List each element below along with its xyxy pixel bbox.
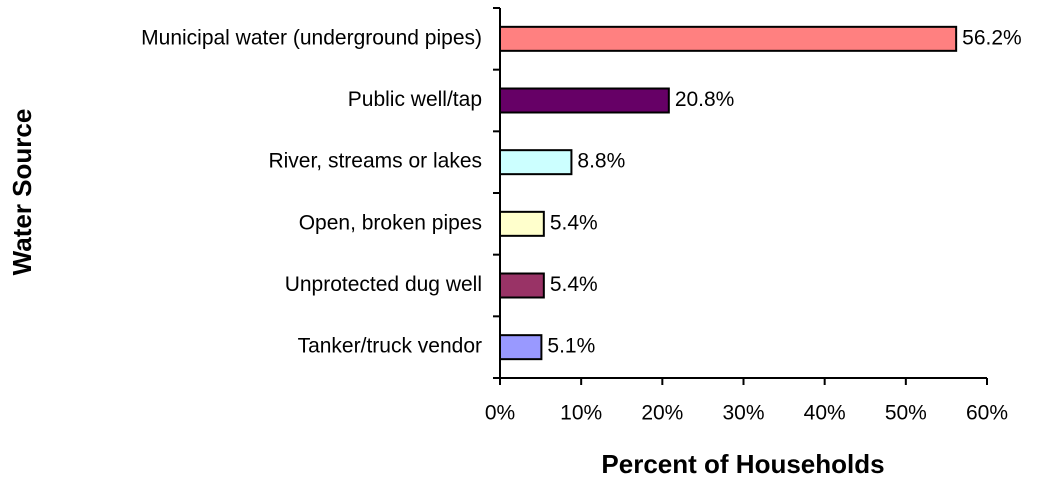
x-tick-label: 30% — [722, 402, 764, 425]
y-tick-label: River, streams or lakes — [268, 150, 482, 173]
x-tick-label: 60% — [966, 402, 1008, 425]
x-tick-label: 0% — [485, 402, 515, 425]
x-tick-label: 20% — [641, 402, 683, 425]
x-axis-title: Percent of Households — [601, 449, 884, 479]
bar — [499, 272, 545, 299]
bar — [499, 334, 543, 361]
bar — [499, 210, 545, 237]
x-tick-label: 40% — [804, 402, 846, 425]
y-tick-label: Unprotected dug well — [285, 273, 482, 296]
value-label: 5.4% — [550, 211, 598, 234]
x-tick-label: 10% — [560, 402, 602, 425]
y-tick-label: Municipal water (underground pipes) — [141, 26, 482, 49]
value-label: 20.8% — [675, 88, 735, 111]
y-tick-label: Public well/tap — [348, 88, 482, 111]
bar — [499, 149, 573, 176]
y-axis-title: Water Source — [7, 109, 37, 276]
x-tick-label: 50% — [885, 402, 927, 425]
value-label: 56.2% — [962, 26, 1022, 49]
bar — [499, 87, 670, 114]
y-tick-label: Tanker/truck vendor — [298, 335, 482, 358]
y-tick-label: Open, broken pipes — [299, 211, 482, 234]
value-label: 5.1% — [547, 335, 595, 358]
value-label: 8.8% — [577, 150, 625, 173]
bar — [499, 25, 958, 52]
value-label: 5.4% — [550, 273, 598, 296]
